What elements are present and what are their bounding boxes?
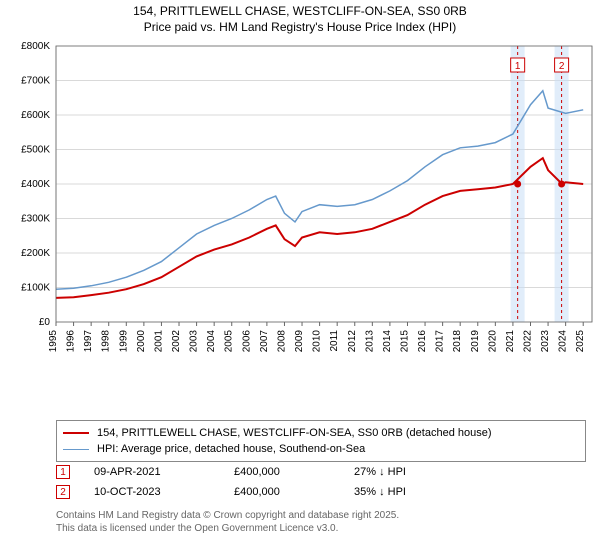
svg-text:£800K: £800K xyxy=(21,41,50,52)
svg-text:1997: 1997 xyxy=(83,330,94,353)
marker-delta-2: 35% ↓ HPI xyxy=(354,486,474,498)
marker-date-2: 10-OCT-2023 xyxy=(94,486,234,498)
svg-text:2013: 2013 xyxy=(364,330,375,353)
footer-line2: This data is licensed under the Open Gov… xyxy=(56,523,399,536)
svg-text:2002: 2002 xyxy=(171,330,182,353)
chart-area: £0 £100K £200K £300K £400K £500K £600K £700K £80… xyxy=(0,40,600,410)
svg-text:2000: 2000 xyxy=(136,330,147,353)
svg-text:2016: 2016 xyxy=(417,330,428,353)
svg-text:2004: 2004 xyxy=(206,330,217,353)
title-line1: 154, PRITTLEWELL CHASE, WESTCLIFF-ON-SEA… xyxy=(0,4,600,20)
legend-label-property: 154, PRITTLEWELL CHASE, WESTCLIFF-ON-SEA… xyxy=(97,427,492,439)
svg-text:2015: 2015 xyxy=(399,330,410,353)
marker-row: 1 09-APR-2021 £400,000 27% ↓ HPI xyxy=(56,462,586,482)
svg-text:£400K: £400K xyxy=(21,179,50,190)
svg-text:2025: 2025 xyxy=(575,330,586,353)
svg-text:2005: 2005 xyxy=(224,330,235,353)
svg-text:2011: 2011 xyxy=(329,330,340,352)
svg-text:2006: 2006 xyxy=(241,330,252,353)
svg-text:2: 2 xyxy=(559,61,565,72)
footer: Contains HM Land Registry data © Crown c… xyxy=(56,510,399,535)
svg-text:2022: 2022 xyxy=(522,330,533,353)
marker-delta-1: 27% ↓ HPI xyxy=(354,466,474,478)
legend-swatch-hpi xyxy=(63,449,89,450)
svg-text:£0: £0 xyxy=(39,317,51,328)
svg-text:1996: 1996 xyxy=(66,330,77,353)
svg-text:1998: 1998 xyxy=(101,330,112,353)
svg-text:2019: 2019 xyxy=(470,330,481,353)
svg-text:£500K: £500K xyxy=(21,145,50,156)
svg-text:2007: 2007 xyxy=(259,330,270,353)
legend-label-hpi: HPI: Average price, detached house, Sout… xyxy=(97,443,365,455)
svg-text:2008: 2008 xyxy=(276,330,287,353)
legend-row: HPI: Average price, detached house, Sout… xyxy=(63,441,579,457)
chart-container: 154, PRITTLEWELL CHASE, WESTCLIFF-ON-SEA… xyxy=(0,0,600,560)
svg-text:2024: 2024 xyxy=(558,330,569,353)
svg-text:2012: 2012 xyxy=(347,330,358,353)
chart-svg: £0 £100K £200K £300K £400K £500K £600K £700K £80… xyxy=(0,40,600,410)
svg-text:2009: 2009 xyxy=(294,330,305,353)
svg-text:£700K: £700K xyxy=(21,76,50,87)
svg-text:£600K: £600K xyxy=(21,110,50,121)
title-line2: Price paid vs. HM Land Registry's House … xyxy=(0,20,600,36)
svg-text:1: 1 xyxy=(515,61,521,72)
legend-row: 154, PRITTLEWELL CHASE, WESTCLIFF-ON-SEA… xyxy=(63,425,579,441)
svg-text:2020: 2020 xyxy=(487,330,498,353)
marker-date-1: 09-APR-2021 xyxy=(94,466,234,478)
title-block: 154, PRITTLEWELL CHASE, WESTCLIFF-ON-SEA… xyxy=(0,0,600,35)
legend: 154, PRITTLEWELL CHASE, WESTCLIFF-ON-SEA… xyxy=(56,420,586,462)
svg-text:1999: 1999 xyxy=(118,330,129,353)
svg-text:£200K: £200K xyxy=(21,248,50,259)
svg-text:2023: 2023 xyxy=(540,330,551,353)
svg-text:1995: 1995 xyxy=(48,330,59,353)
svg-text:2001: 2001 xyxy=(153,330,164,353)
svg-text:2021: 2021 xyxy=(505,330,516,353)
svg-text:£100K: £100K xyxy=(21,283,50,294)
marker-price-1: £400,000 xyxy=(234,466,354,478)
marker-price-2: £400,000 xyxy=(234,486,354,498)
marker-num-2: 2 xyxy=(56,485,70,499)
svg-text:2014: 2014 xyxy=(382,330,393,353)
svg-text:2018: 2018 xyxy=(452,330,463,353)
marker-num-1: 1 xyxy=(56,465,70,479)
marker-row: 2 10-OCT-2023 £400,000 35% ↓ HPI xyxy=(56,482,586,502)
legend-swatch-property xyxy=(63,432,89,434)
svg-text:2017: 2017 xyxy=(435,330,446,353)
marker-table: 1 09-APR-2021 £400,000 27% ↓ HPI 2 10-OC… xyxy=(56,462,586,502)
svg-text:2010: 2010 xyxy=(312,330,323,353)
svg-text:£300K: £300K xyxy=(21,214,50,225)
footer-line1: Contains HM Land Registry data © Crown c… xyxy=(56,510,399,523)
svg-text:2003: 2003 xyxy=(189,330,200,353)
